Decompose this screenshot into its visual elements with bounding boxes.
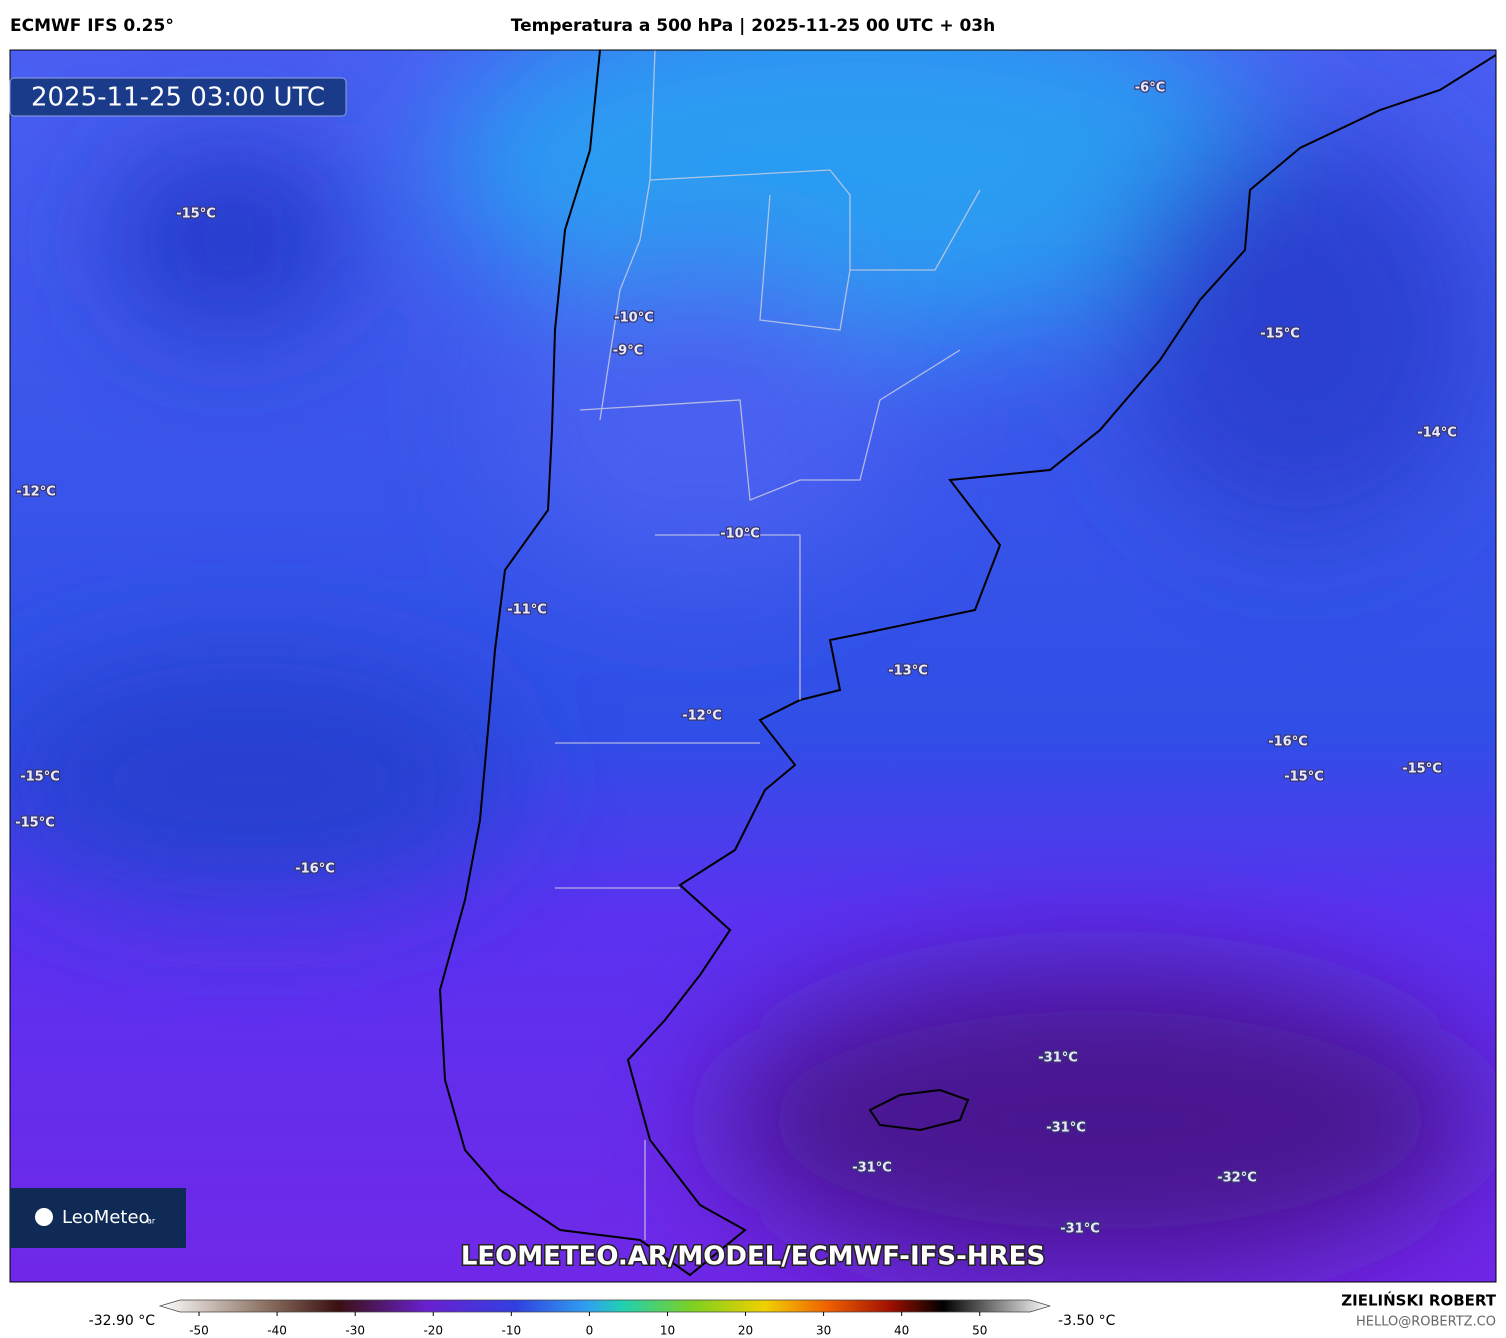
url: LEOMETEO.AR/MODEL/ECMWF-IFS-HRES (461, 1242, 1045, 1272)
author: ZIELIŃSKI ROBERT (1341, 1291, 1496, 1310)
colorbar (158, 1299, 1052, 1313)
temp-label: -31°C (1038, 1051, 1078, 1066)
colorbar-tick-label: -30 (345, 1324, 365, 1338)
brand-suffix: ar (147, 1217, 156, 1226)
temp-label: -13°C (888, 664, 928, 679)
colorbar-tick-label: 0 (586, 1324, 594, 1338)
temp-label: -12°C (682, 709, 722, 724)
colorbar-min: -32.90 °C (89, 1313, 156, 1329)
brand: LeoMeteo (62, 1207, 150, 1228)
temp-label: -31°C (852, 1161, 892, 1176)
temp-label: -31°C (1046, 1121, 1086, 1136)
temp-label: -10°C (614, 311, 654, 326)
colorbar-tick-label: 30 (816, 1324, 831, 1338)
title: Temperatura a 500 hPa | 2025-11-25 00 UT… (511, 16, 996, 36)
temp-label: -11°C (507, 603, 547, 618)
colorbar-tick-label: -40 (267, 1324, 287, 1338)
temp-label: -12°C (16, 485, 56, 500)
temp-label: -32°C (1217, 1171, 1257, 1186)
colorbar-tick-label: 40 (894, 1324, 909, 1338)
colorbar-tick-label: -20 (423, 1324, 443, 1338)
temp-label: -9°C (613, 344, 643, 359)
temp-label: -15°C (1284, 770, 1324, 785)
email: HELLO@ROBERTZ.CO (1356, 1315, 1496, 1330)
temp-label: -15°C (15, 816, 55, 831)
temp-label: -16°C (295, 862, 335, 877)
colorbar-max: -3.50 °C (1058, 1313, 1116, 1329)
colorbar-tick-label: -50 (189, 1324, 209, 1338)
temp-label: -15°C (1260, 327, 1300, 342)
timestamp: 2025-11-25 03:00 UTC (31, 83, 325, 113)
temp-label: -16°C (1268, 735, 1308, 750)
temp-label: -6°C (1135, 81, 1165, 96)
brand-sun (35, 1208, 53, 1226)
colorbar-tick-label: 20 (738, 1324, 753, 1338)
temp-label: -31°C (1060, 1222, 1100, 1237)
temp-label: -15°C (176, 207, 216, 222)
temp-label: -14°C (1417, 426, 1457, 441)
map (10, 50, 1496, 1282)
temp-label: -15°C (20, 770, 60, 785)
colorbar-tick-label: 50 (972, 1324, 987, 1338)
model-name: ECMWF IFS 0.25° (10, 16, 174, 36)
temp-label: -10°C (720, 527, 760, 542)
colorbar-tick-label: -10 (502, 1324, 522, 1338)
timestamp-box (9, 77, 347, 117)
colorbar-tick-label: 10 (660, 1324, 675, 1338)
temp-label: -15°C (1402, 762, 1442, 777)
